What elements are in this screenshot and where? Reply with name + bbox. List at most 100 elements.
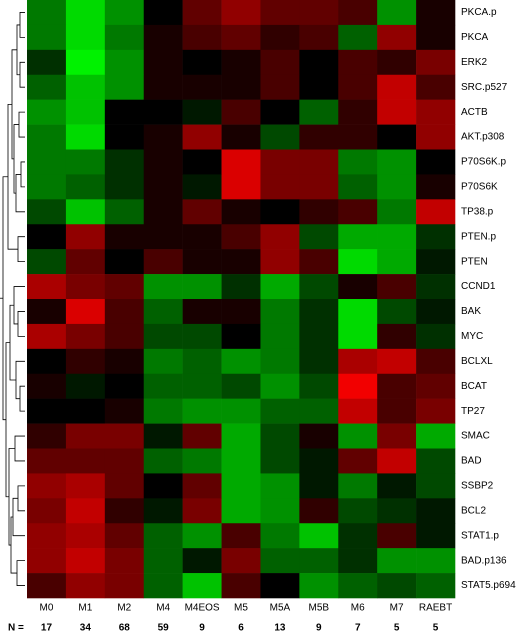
- cell: [221, 323, 261, 350]
- dendrogram-branch: [2, 176, 8, 421]
- row-label: SMAC: [461, 431, 490, 442]
- cell: [104, 199, 145, 225]
- cell: [377, 199, 417, 225]
- cell: [416, 548, 456, 574]
- cell: [338, 448, 378, 474]
- cell: [299, 49, 339, 76]
- dendrogram: [0, 12, 25, 586]
- cell: [65, 249, 106, 275]
- column-label: M1: [78, 603, 92, 614]
- cell: [338, 74, 378, 100]
- cell: [299, 74, 339, 100]
- cell: [65, 99, 106, 125]
- cell: [416, 448, 456, 474]
- cell: [65, 473, 106, 499]
- cell: [260, 299, 300, 325]
- cell: [221, 299, 261, 325]
- cell: [143, 224, 183, 250]
- cell: [260, 24, 300, 51]
- cell: [416, 49, 456, 76]
- cell: [182, 423, 222, 449]
- count-label: 7: [355, 623, 361, 633]
- cell: [65, 24, 106, 51]
- cell: [416, 573, 456, 599]
- cell: [416, 523, 456, 549]
- cell: [182, 373, 222, 399]
- row-label: BCLXL: [461, 356, 493, 367]
- cell: [416, 473, 456, 499]
- cell: [299, 473, 339, 499]
- cell: [260, 274, 300, 300]
- cell: [260, 49, 300, 76]
- cell: [338, 274, 378, 300]
- cell: [104, 149, 145, 175]
- cell: [338, 174, 378, 200]
- cell: [416, 199, 456, 225]
- cell: [104, 498, 145, 524]
- cell: [221, 448, 261, 474]
- cell: [377, 398, 417, 424]
- cell: [104, 448, 145, 474]
- cell: [65, 49, 106, 76]
- cell: [221, 0, 261, 26]
- cell: [65, 224, 106, 250]
- cell: [143, 99, 183, 125]
- cell: [338, 398, 378, 424]
- cell: [260, 249, 300, 275]
- cell: [104, 573, 145, 599]
- cell: [182, 24, 222, 51]
- dendrogram-branch: [13, 286, 25, 325]
- cell: [260, 423, 300, 449]
- cell: [27, 299, 67, 325]
- cell: [143, 0, 183, 26]
- row-label: TP27: [461, 406, 485, 417]
- cell: [299, 124, 339, 150]
- cell: [299, 99, 339, 125]
- cell: [104, 274, 145, 300]
- cell: [377, 99, 417, 125]
- cell: [104, 124, 145, 150]
- cell: [221, 224, 261, 250]
- cell: [299, 448, 339, 474]
- cell: [104, 299, 145, 325]
- cell: [143, 249, 183, 275]
- cell: [104, 249, 145, 275]
- cell: [416, 348, 456, 375]
- cell: [104, 473, 145, 499]
- row-label: PKCA: [461, 32, 489, 43]
- cell: [260, 149, 300, 175]
- cell: [260, 348, 300, 375]
- row-label: STAT5.p694: [461, 580, 516, 591]
- cell: [377, 548, 417, 574]
- dendrogram-branch: [8, 448, 15, 546]
- cell: [27, 199, 67, 225]
- cell: [27, 423, 67, 449]
- row-label: BCL2: [461, 505, 486, 516]
- cell: [338, 149, 378, 175]
- cell: [182, 498, 222, 524]
- cell: [182, 74, 222, 100]
- cell: [143, 348, 183, 375]
- cell: [182, 523, 222, 549]
- cell: [104, 0, 145, 26]
- dendrogram-branch: [17, 485, 25, 512]
- dendrogram-branch: [16, 24, 20, 76]
- cell: [27, 548, 67, 574]
- cell: [65, 348, 106, 375]
- cell: [299, 373, 339, 399]
- cell: [27, 348, 67, 375]
- cell: [338, 224, 378, 250]
- cell: [143, 423, 183, 449]
- cell: [416, 0, 456, 26]
- cell: [416, 124, 456, 150]
- cell: [377, 348, 417, 375]
- cell: [338, 523, 378, 549]
- dendrogram-branch: [17, 311, 25, 337]
- cell: [260, 224, 300, 250]
- row-label: P70S6K: [461, 182, 498, 193]
- cell: [299, 199, 339, 225]
- dendrogram-branch: [20, 161, 25, 188]
- column-label: M7: [390, 603, 404, 614]
- cell: [377, 74, 417, 100]
